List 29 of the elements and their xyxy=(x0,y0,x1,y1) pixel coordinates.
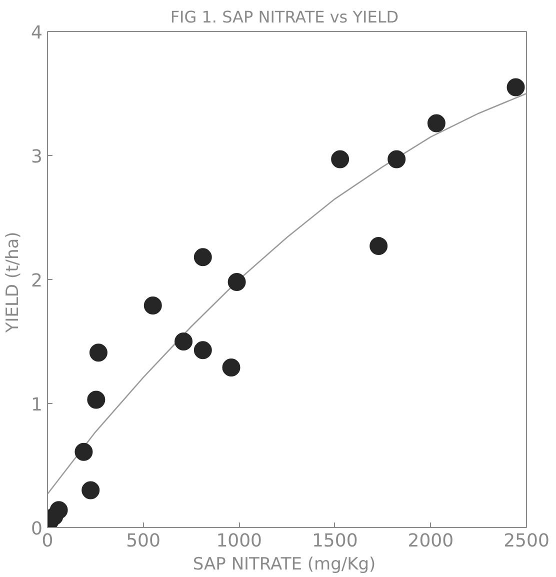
point xyxy=(174,332,193,350)
point xyxy=(222,358,240,377)
point xyxy=(370,237,388,256)
y-tick-label: 4 xyxy=(31,22,42,44)
x-tick-label: 500 xyxy=(126,530,160,552)
point xyxy=(144,296,162,315)
point xyxy=(50,501,68,520)
y-tick-label: 3 xyxy=(31,146,42,168)
y-axis-title: YIELD (t/ha) xyxy=(3,232,24,334)
chart-title: FIG 1. SAP NITRATE vs YIELD xyxy=(170,8,399,26)
point xyxy=(228,272,246,291)
point xyxy=(89,344,108,362)
y-tick-label: 2 xyxy=(31,270,42,292)
x-tick-label: 2000 xyxy=(408,530,454,552)
point xyxy=(506,78,525,96)
x-axis-title: SAP NITRATE (mg/Kg) xyxy=(192,554,376,574)
line-series xyxy=(48,92,526,495)
point xyxy=(194,248,212,266)
point xyxy=(74,442,93,461)
point xyxy=(87,390,106,409)
x-tick-label: 2500 xyxy=(504,530,550,552)
point xyxy=(82,481,100,500)
point xyxy=(388,150,406,168)
y-tick-label: 1 xyxy=(31,394,42,416)
point xyxy=(427,114,446,132)
x-tick-label: 1000 xyxy=(216,530,262,552)
point xyxy=(194,341,212,360)
x-tick-label: 1500 xyxy=(312,530,358,552)
point xyxy=(331,150,350,168)
